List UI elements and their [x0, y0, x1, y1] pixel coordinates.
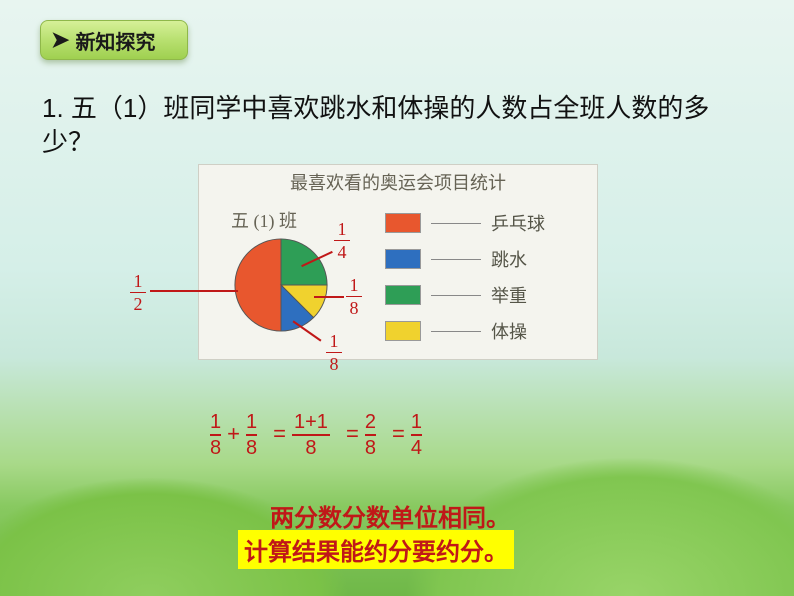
- frac-label-juzhong: 1 4: [334, 220, 350, 261]
- legend-label: 乒乓球: [491, 210, 545, 236]
- legend: 乒乓球 跳水 举重 体操: [385, 205, 545, 349]
- plus-op: +: [227, 421, 240, 447]
- leader-line: [314, 296, 344, 298]
- eq-frac-c: 1+18: [292, 412, 330, 458]
- eq-frac-e: 14: [411, 412, 422, 458]
- legend-dash: [431, 295, 481, 296]
- equation: 18 + 18 = 1+18 = 28 = 14: [210, 412, 422, 458]
- legend-dash: [431, 259, 481, 260]
- swatch-juzhong: [385, 285, 421, 305]
- swatch-tiaoshui: [385, 249, 421, 269]
- swatch-ticao: [385, 321, 421, 341]
- note-line1: 两分数分数单位相同。: [270, 498, 510, 533]
- note-line2-highlight: 计算结果能约分要约分。: [238, 530, 514, 569]
- legend-row-ticao: 体操: [385, 313, 545, 349]
- eq-op: =: [392, 421, 405, 447]
- frac-label-ticao: 1 8: [346, 276, 362, 317]
- legend-dash: [431, 331, 481, 332]
- swatch-pingpong: [385, 213, 421, 233]
- eq-op: =: [346, 421, 359, 447]
- frac-label-pingpong: 1 2: [130, 272, 146, 313]
- pie-slice-pingpong: [235, 239, 281, 331]
- arrow-icon: ➤: [51, 29, 69, 51]
- legend-label: 举重: [491, 282, 527, 308]
- section-badge: ➤ 新知探究: [40, 20, 188, 60]
- stats-panel: 最喜欢看的奥运会项目统计 五 (1) 班 乒乓球 跳水 举重: [198, 164, 598, 360]
- eq-frac-a: 18: [210, 412, 221, 458]
- panel-title: 最喜欢看的奥运会项目统计: [199, 169, 597, 195]
- eq-frac-b: 18: [246, 412, 257, 458]
- frac-label-tiaoshui: 1 8: [326, 332, 342, 373]
- leader-line: [150, 290, 238, 292]
- legend-label: 体操: [491, 318, 527, 344]
- question-text: 1. 五（1）班同学中喜欢跳水和体操的人数占全班人数的多少？: [42, 92, 742, 160]
- legend-row-tiaoshui: 跳水: [385, 241, 545, 277]
- badge-label: 新知探究: [75, 26, 155, 55]
- eq-frac-d: 28: [365, 412, 376, 458]
- pie-chart: [233, 237, 329, 333]
- legend-row-pingpong: 乒乓球: [385, 205, 545, 241]
- legend-label: 跳水: [491, 246, 527, 272]
- legend-row-juzhong: 举重: [385, 277, 545, 313]
- eq-op: =: [273, 421, 286, 447]
- legend-dash: [431, 223, 481, 224]
- class-label: 五 (1) 班: [231, 207, 297, 233]
- pie-slice-juzhong: [281, 239, 327, 285]
